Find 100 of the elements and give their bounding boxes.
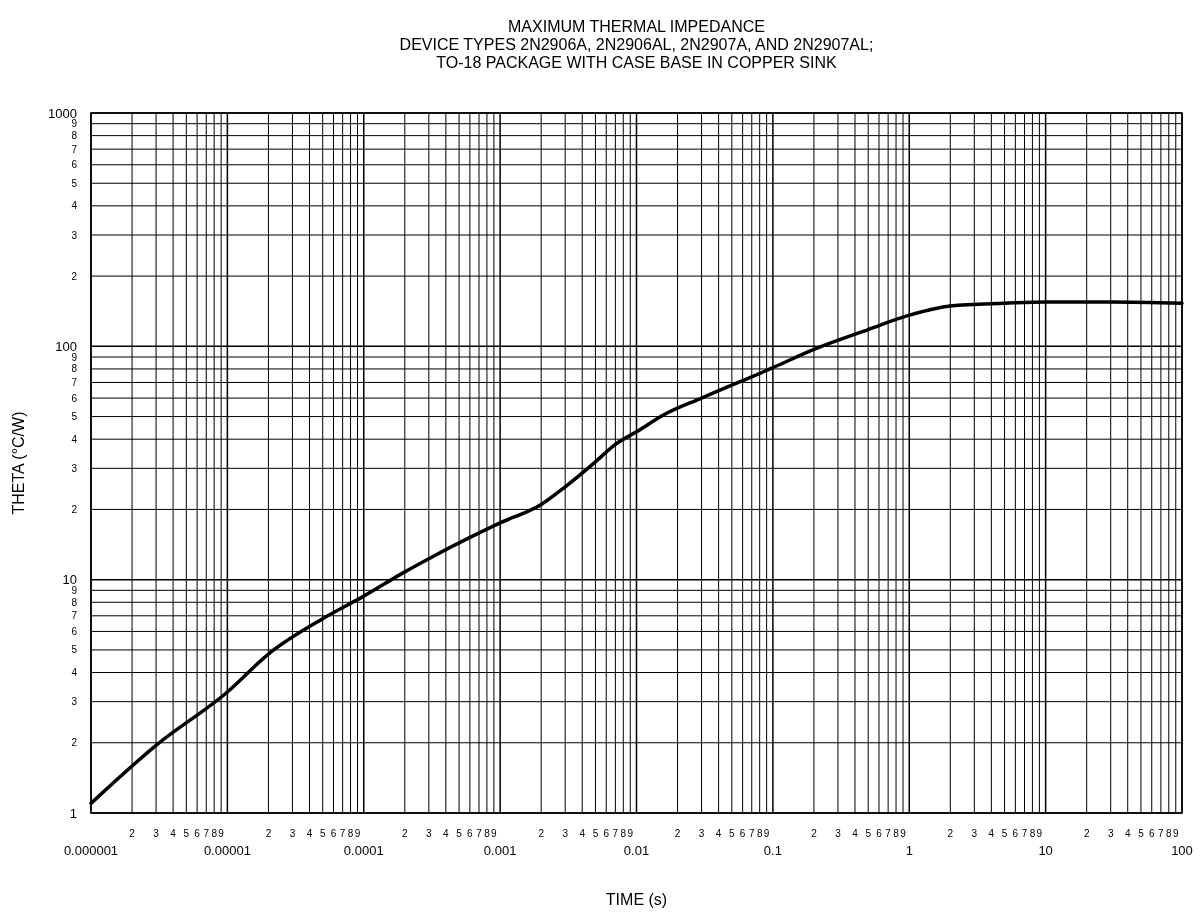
text: 5 — [1138, 827, 1145, 839]
text: 6 — [71, 159, 78, 171]
text: 7 — [339, 827, 346, 839]
text: 8 — [484, 827, 491, 839]
text: 8 — [211, 827, 218, 839]
text: 2 — [674, 827, 681, 839]
chart-title: MAXIMUM THERMAL IMPEDANCE DEVICE TYPES 2N2906A, 2N2906AL, 2N2907A, AND 2N2907AL; TO-18 PACKAGE WITH CASE BASE IN COPPER SINK — [399, 18, 874, 71]
text: 3 — [71, 229, 78, 241]
text: 4 — [852, 827, 859, 839]
text: 6 — [876, 827, 883, 839]
text: 4 — [170, 827, 177, 839]
text: 6 — [194, 827, 201, 839]
text: 6 — [739, 827, 746, 839]
text: 8 — [756, 827, 763, 839]
text: 2 — [265, 827, 272, 839]
y-tick-label: 1 — [69, 805, 77, 821]
text: 7 — [71, 376, 78, 388]
text: 7 — [885, 827, 892, 839]
x-axis-title: TIME (s) — [605, 891, 668, 908]
text: 2 — [129, 827, 136, 839]
text: 6 — [603, 827, 610, 839]
text: 3 — [426, 827, 433, 839]
text: 7 — [1158, 827, 1165, 839]
text: 5 — [592, 827, 599, 839]
x-tick-label: 0.001 — [483, 843, 517, 858]
text: 5 — [183, 827, 190, 839]
text: 5 — [729, 827, 736, 839]
text: 4 — [71, 667, 78, 679]
text: 5 — [71, 177, 78, 189]
text: 3 — [71, 462, 78, 474]
text: 9 — [1036, 827, 1043, 839]
text: 9 — [1172, 827, 1179, 839]
text: 2 — [71, 503, 78, 515]
text: 6 — [467, 827, 474, 839]
text: 3 — [562, 827, 569, 839]
text: 9 — [354, 827, 361, 839]
text: 2 — [1083, 827, 1090, 839]
y-tick-label: 100 — [55, 338, 77, 354]
text: 3 — [698, 827, 705, 839]
text: 8 — [71, 596, 78, 608]
text: 4 — [579, 827, 586, 839]
text: 7 — [1021, 827, 1028, 839]
x-tick-label: 0.1 — [763, 843, 782, 858]
text: 8 — [893, 827, 900, 839]
text: 6 — [1148, 827, 1155, 839]
text: 4 — [71, 433, 78, 445]
x-tick-label: 100 — [1171, 843, 1193, 858]
text: 8 — [1029, 827, 1036, 839]
x-tick-label: 0.01 — [623, 843, 650, 858]
text: 6 — [1012, 827, 1019, 839]
text: 2 — [402, 827, 409, 839]
text: 7 — [203, 827, 210, 839]
x-tick-label: 1 — [905, 843, 913, 858]
text: 6 — [330, 827, 337, 839]
x-tick-label: 0.00001 — [203, 843, 251, 858]
text: 9 — [218, 827, 225, 839]
text: 9 — [627, 827, 634, 839]
text: 2 — [538, 827, 545, 839]
text: 8 — [620, 827, 627, 839]
text: 5 — [456, 827, 463, 839]
text: 4 — [306, 827, 313, 839]
text: 9 — [900, 827, 907, 839]
text: 3 — [289, 827, 296, 839]
text: 2 — [947, 827, 954, 839]
text: 3 — [71, 696, 78, 708]
text: 2 — [71, 270, 78, 282]
text: 3 — [153, 827, 160, 839]
text: 8 — [71, 130, 78, 142]
text: 9 — [71, 118, 78, 130]
text: 6 — [71, 625, 78, 637]
text: 5 — [71, 411, 78, 423]
text: 4 — [715, 827, 722, 839]
text: 4 — [1124, 827, 1131, 839]
text: 3 — [1107, 827, 1114, 839]
y-axis-title: THETA (°C/W) — [10, 411, 27, 515]
text: 9 — [491, 827, 498, 839]
text: 8 — [1166, 827, 1172, 839]
text: 7 — [748, 827, 755, 839]
text: 3 — [971, 827, 978, 839]
text: 5 — [1001, 827, 1008, 839]
text: 9 — [71, 584, 78, 596]
text: 7 — [612, 827, 619, 839]
text: 6 — [71, 392, 78, 404]
text: 4 — [988, 827, 995, 839]
text: 8 — [347, 827, 354, 839]
text: 5 — [319, 827, 326, 839]
text: 5 — [865, 827, 872, 839]
text: 7 — [71, 610, 78, 622]
text: 9 — [71, 351, 78, 363]
text: 4 — [71, 200, 78, 212]
text: 8 — [71, 363, 78, 375]
text: 5 — [71, 644, 78, 656]
x-tick-label: 0.000001 — [63, 843, 119, 858]
text: 2 — [71, 737, 78, 749]
x-tick-label: 10 — [1038, 843, 1053, 858]
text: 9 — [763, 827, 770, 839]
text: 2 — [811, 827, 818, 839]
text: 4 — [443, 827, 450, 839]
x-tick-label: 0.0001 — [343, 843, 384, 858]
text: 3 — [835, 827, 842, 839]
